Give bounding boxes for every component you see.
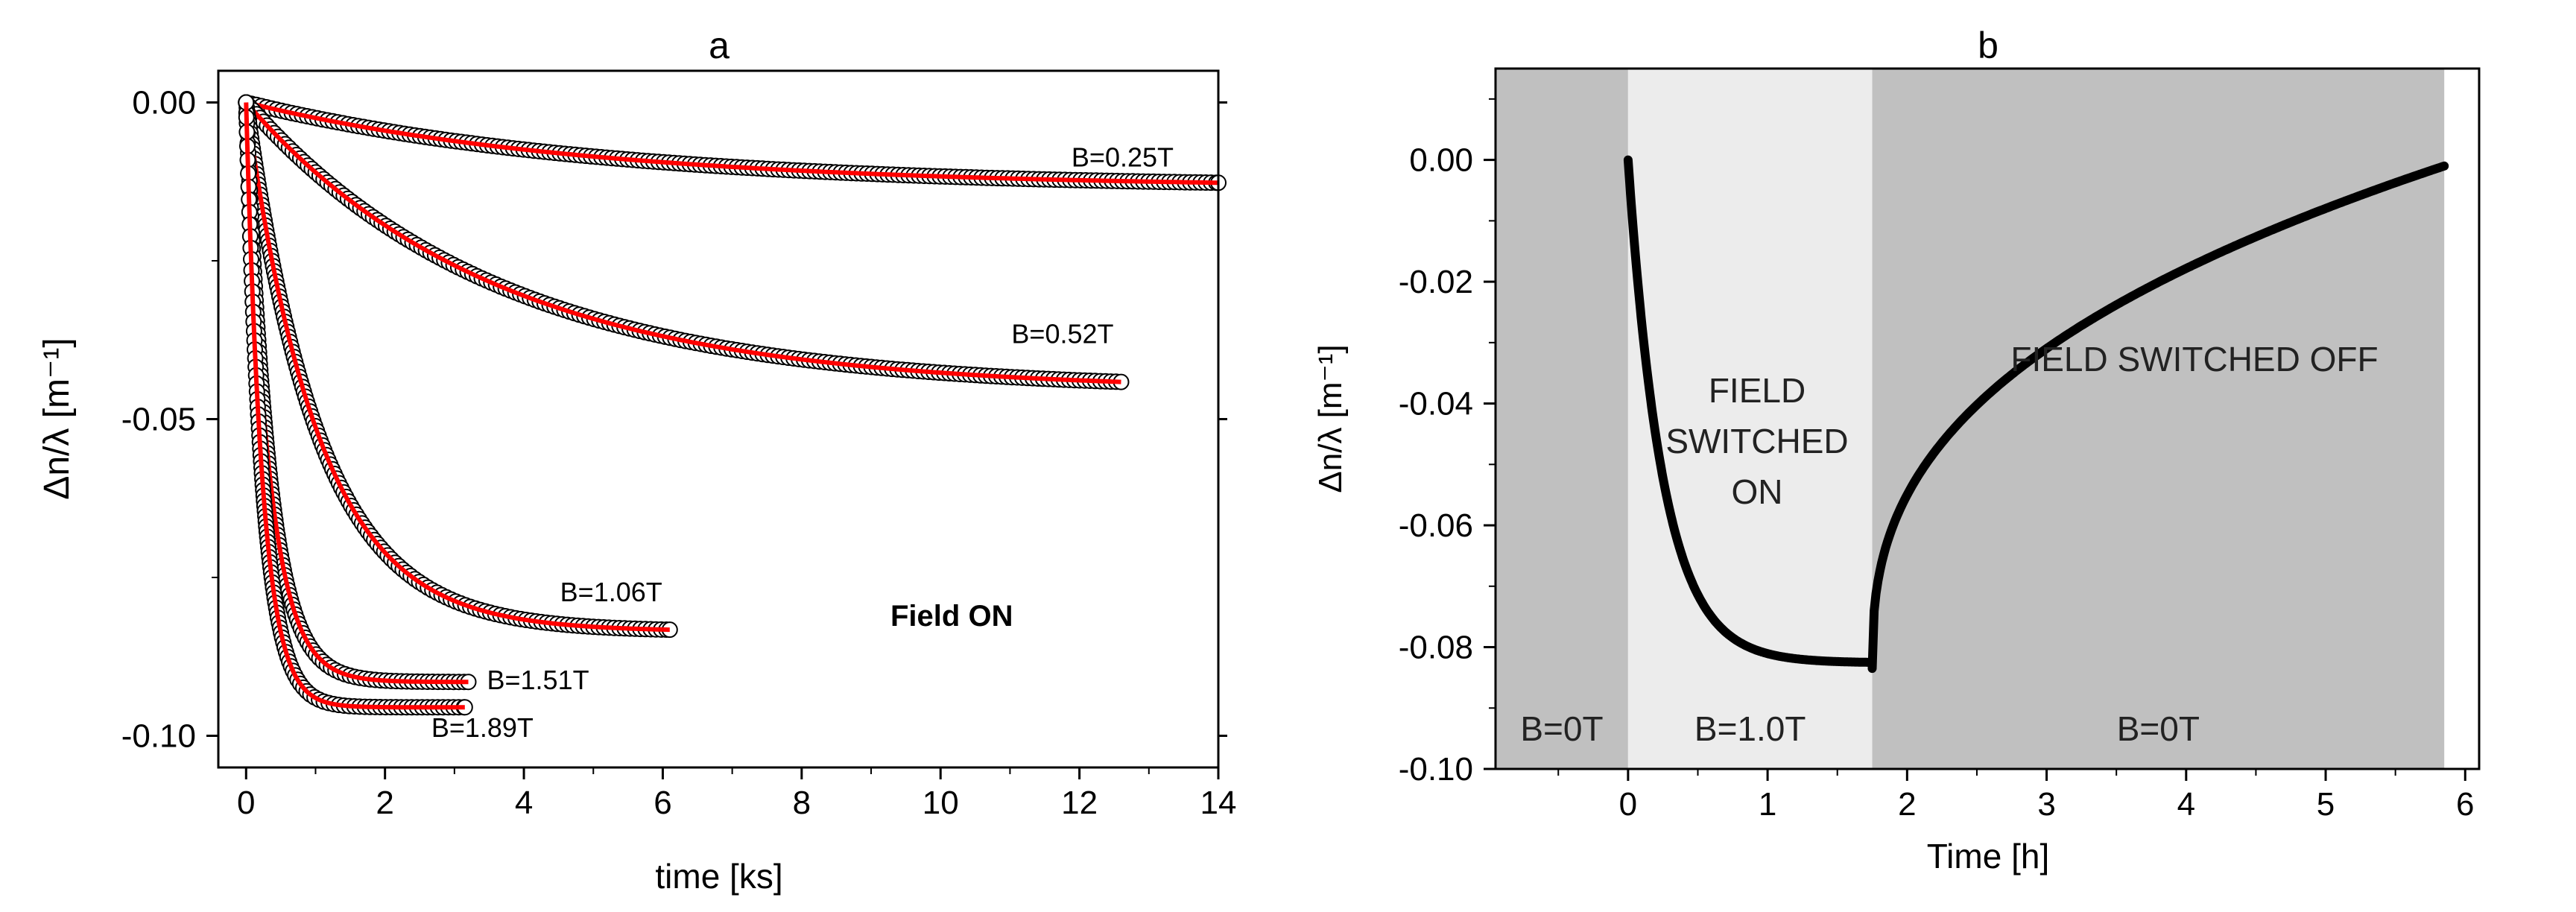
series-b-0-52t-fit-line	[244, 101, 1121, 384]
series-b-1-51t-fit-line	[244, 102, 469, 685]
panel-a-y-tick-label-2: -0.10	[121, 718, 196, 755]
panel-a-x-tick-label-14: 14	[1200, 785, 1237, 821]
panel-a-x-tick-label-6: 6	[654, 785, 671, 821]
panel-b-x-tick-label-4: 4	[2177, 786, 2195, 823]
panel-a-label: a	[709, 25, 730, 66]
panel-b-y-tick-label-5: -0.10	[1399, 751, 1473, 788]
panel-b-x-tick-label-1: 1	[1759, 786, 1776, 823]
panel-a-x-axis-title: time [ks]	[655, 857, 782, 896]
panel-a-y-axis-title: Δn/λ [m⁻¹]	[37, 338, 77, 499]
panel-b-label: b	[1978, 25, 1999, 66]
panel-b-x-axis-title: Time [h]	[1927, 837, 2049, 875]
panel-b-switched-on-note-line3: ON	[1732, 472, 1783, 511]
panel-b-y-axis-title: Δn/λ [m⁻¹]	[1312, 344, 1349, 493]
region-1-label: B=1.0T	[1694, 709, 1806, 748]
switch-on-decay-curve	[1623, 155, 1877, 667]
region-0-background	[1496, 69, 1628, 769]
panel-b-axes: 0 1 2 3 4 5 6 0.00 -0.02 -0.04 -0.06 -0.08 -0.10	[1399, 98, 2475, 823]
panel-b-plot-frame	[1494, 67, 2481, 770]
panel-a-data-layer: B=0.25T B=0.52T B=1.06T B=1.51T B=1.89T	[238, 94, 1227, 743]
panel-b-data-layer	[1623, 155, 2449, 674]
panel-a-axes: 0 2 4 6 8 10 12 14 0.00 -0.05 -0.10	[121, 85, 1237, 822]
panel-a-x-tick-label-12: 12	[1061, 785, 1098, 821]
series-b-1-89t-fit-line	[244, 102, 465, 710]
panel-a-x-tick-label-10: 10	[923, 785, 959, 821]
chart-panel-b: B=0T B=1.0T B=0T 0 1 2 3 4 5 6 0.00 -0.02 -0.04 -0.0…	[1312, 25, 2481, 875]
panel-b-x-tick-label-5: 5	[2317, 786, 2335, 823]
panel-b-x-tick-label-2: 2	[1898, 786, 1916, 823]
panel-a-x-tick-label-8: 8	[793, 785, 811, 821]
region-2-label: B=0T	[2117, 709, 2200, 748]
panel-b-y-tick-label-3: -0.06	[1399, 507, 1473, 544]
panel-b-switched-on-note-line2: SWITCHED	[1665, 422, 1848, 460]
panel-a-y-tick-label-0: 0.00	[132, 85, 196, 121]
panel-b-y-tick-label-4: -0.08	[1399, 630, 1473, 666]
region-0-label: B=0T	[1520, 709, 1603, 748]
panel-b-switched-on-note-line1: FIELD	[1709, 371, 1806, 410]
panel-a-field-on-annotation: Field ON	[890, 600, 1013, 633]
panel-a-x-tick-label-2: 2	[376, 785, 393, 821]
switch-off-recovery-curve	[1867, 161, 2449, 674]
panel-b-x-tick-label-6: 6	[2456, 786, 2474, 823]
panel-b-y-tick-label-1: -0.02	[1399, 264, 1473, 300]
series-b-0-25t-fit-line	[245, 100, 1219, 186]
series-b-1-51t-label: B=1.51T	[487, 665, 589, 695]
panel-a-x-tick-label-4: 4	[515, 785, 533, 821]
series-b-1-89t-label: B=1.89T	[431, 712, 534, 743]
panel-b-y-tick-label-2: -0.04	[1399, 386, 1473, 422]
panel-a-x-tick-label-0: 0	[237, 785, 255, 821]
series-b-1-06t-label: B=1.06T	[560, 577, 662, 607]
series-b-0-52t-label: B=0.52T	[1011, 319, 1113, 349]
panel-a-y-tick-label-1: -0.05	[121, 402, 196, 438]
panel-b-x-tick-label-3: 3	[2037, 786, 2055, 823]
panel-b-switched-off-note: FIELD SWITCHED OFF	[2010, 340, 2378, 379]
chart-panel-a: B=0.25T B=0.52T B=1.06T B=1.51T B=1.89T 0 2 4 6…	[37, 25, 1236, 896]
panel-b-x-tick-label-0: 0	[1619, 786, 1637, 823]
series-b-1-06t-fit-line	[244, 102, 670, 633]
panel-b-field-regions: B=0T B=1.0T B=0T	[1496, 69, 2445, 769]
panel-b-y-tick-label-0: 0.00	[1409, 142, 1473, 179]
series-b-0-25t-label: B=0.25T	[1072, 142, 1174, 172]
